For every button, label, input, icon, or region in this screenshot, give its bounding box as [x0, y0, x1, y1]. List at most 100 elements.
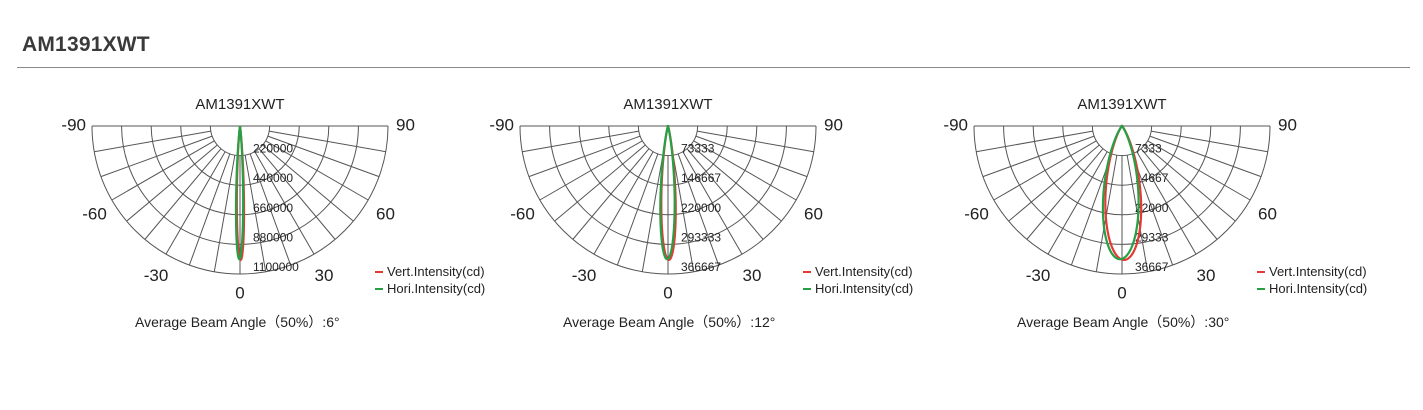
- angle-label: 90: [824, 115, 843, 134]
- grid-circle: [209, 125, 271, 157]
- grid-spoke: [1008, 144, 1100, 222]
- angle-label: 90: [1278, 115, 1297, 134]
- angle-label: -60: [82, 204, 107, 223]
- grid-spoke: [188, 153, 231, 266]
- radial-tick-label: 220000: [253, 142, 293, 156]
- grid-spoke: [144, 148, 222, 240]
- beam-angle-value: 6°: [326, 314, 340, 330]
- radial-tick-label: 22000: [1135, 201, 1169, 215]
- grid-spoke: [982, 135, 1095, 178]
- beam-angle-caption: Average Beam Angle（50%）:30°: [1017, 312, 1229, 332]
- radial-tick-label: 146667: [681, 171, 721, 185]
- polar-chart-3: -90 -60 -30 0 30 60 90 AM1391XWT 7333 14667 22000 2…: [912, 92, 1423, 342]
- beam-angle-pct: （50%）:: [266, 314, 327, 330]
- angle-label: 30: [315, 266, 334, 285]
- beam-angle-label: Average Beam Angle: [135, 314, 267, 330]
- grid-spoke: [1140, 148, 1218, 240]
- grid-spoke: [641, 155, 664, 272]
- grid-spoke: [267, 135, 380, 178]
- grid-spoke: [262, 144, 354, 222]
- grid-spoke: [100, 135, 213, 178]
- grid-spoke: [695, 135, 808, 178]
- grid-spoke: [976, 130, 1093, 153]
- grid-spoke: [126, 144, 218, 222]
- intensity-curves: [234, 125, 246, 262]
- grid-spoke: [258, 148, 336, 240]
- beam-angle-pct: （50%）:: [1148, 314, 1209, 330]
- series-curve: [1101, 124, 1140, 261]
- radial-tick-label: 293333: [681, 230, 721, 244]
- chart-title: AM1391XWT: [623, 96, 712, 113]
- grid-spoke: [528, 135, 641, 178]
- legend-label: Vert.Intensity(cd): [1269, 264, 1367, 279]
- grid-spoke: [1149, 135, 1262, 178]
- angle-label: -90: [61, 115, 86, 134]
- title-divider: [17, 67, 1410, 68]
- grid-circle: [637, 125, 699, 157]
- grid-spoke: [111, 140, 215, 201]
- angle-label: 0: [663, 283, 672, 302]
- grid-spoke: [677, 153, 720, 266]
- radial-tick-label: 29333: [1135, 230, 1169, 244]
- grid-spoke: [213, 155, 236, 272]
- grid-spoke: [522, 130, 639, 153]
- page-title: AM1391XWT: [22, 33, 150, 56]
- grid-spoke: [690, 144, 782, 222]
- beam-angle-value: 12°: [754, 314, 776, 330]
- grid-spoke: [1147, 140, 1251, 201]
- angle-label: -30: [144, 266, 169, 285]
- legend-label: Vert.Intensity(cd): [815, 264, 913, 279]
- grid-circle: [1091, 125, 1153, 157]
- polar-chart-svg: -90 -60 -30 0 30 60 90 AM1391XWT 7333 14667 22000 2…: [943, 96, 1367, 302]
- angle-label: 30: [1197, 266, 1216, 285]
- series-curve: [234, 125, 245, 261]
- grid-spoke: [682, 151, 743, 255]
- grid-spoke: [269, 130, 386, 153]
- grid-spoke: [1026, 148, 1104, 240]
- angle-label: -90: [489, 115, 514, 134]
- grid-spoke: [539, 140, 643, 201]
- grid-spoke: [593, 151, 654, 255]
- grid-spoke: [693, 140, 797, 201]
- angle-label: -60: [964, 204, 989, 223]
- radial-tick-label: 880000: [253, 230, 293, 244]
- radial-tick-label: 366667: [681, 260, 721, 274]
- angle-label: 60: [1258, 204, 1277, 223]
- radial-tick-label: 7333: [1135, 142, 1162, 156]
- grid-spoke: [1151, 130, 1268, 153]
- intensity-curves: [659, 124, 677, 262]
- radial-tick-label: 73333: [681, 142, 715, 156]
- radial-tick-label: 1100000: [253, 260, 299, 274]
- angle-label: 0: [235, 283, 244, 302]
- radial-tick-label: 220000: [681, 201, 721, 215]
- angle-label: -30: [572, 266, 597, 285]
- beam-angle-caption: Average Beam Angle（50%）:12°: [563, 312, 775, 332]
- beam-angle-label: Average Beam Angle: [1017, 314, 1149, 330]
- angle-label: 90: [396, 115, 415, 134]
- polar-grid: [519, 125, 817, 275]
- grid-spoke: [697, 130, 814, 153]
- legend-label: Vert.Intensity(cd): [387, 264, 485, 279]
- grid-spoke: [554, 144, 646, 222]
- polar-grid: [973, 125, 1271, 275]
- chart-title: AM1391XWT: [195, 96, 284, 113]
- beam-angle-label: Average Beam Angle: [563, 314, 695, 330]
- grid-spoke: [1047, 151, 1108, 255]
- polar-grid: [91, 125, 389, 275]
- intensity-curves: [1101, 124, 1143, 262]
- legend-label: Hori.Intensity(cd): [815, 281, 913, 296]
- polar-chart-2: -90 -60 -30 0 30 60 90 AM1391XWT 73333 146667 2200…: [458, 92, 978, 342]
- grid-spoke: [686, 148, 764, 240]
- grid-spoke: [572, 148, 650, 240]
- series-curve: [659, 124, 676, 261]
- angle-label: 60: [376, 204, 395, 223]
- beam-angle-caption: Average Beam Angle（50%）:6°: [135, 312, 340, 332]
- grid-spoke: [1144, 144, 1236, 222]
- grid-spoke: [244, 155, 267, 272]
- legend-label: Hori.Intensity(cd): [1269, 281, 1367, 296]
- angle-label: 0: [1117, 283, 1126, 302]
- angle-label: 60: [804, 204, 823, 223]
- beam-angle-value: 30°: [1208, 314, 1230, 330]
- radial-tick-label: 36667: [1135, 260, 1169, 274]
- grid-spoke: [249, 153, 292, 266]
